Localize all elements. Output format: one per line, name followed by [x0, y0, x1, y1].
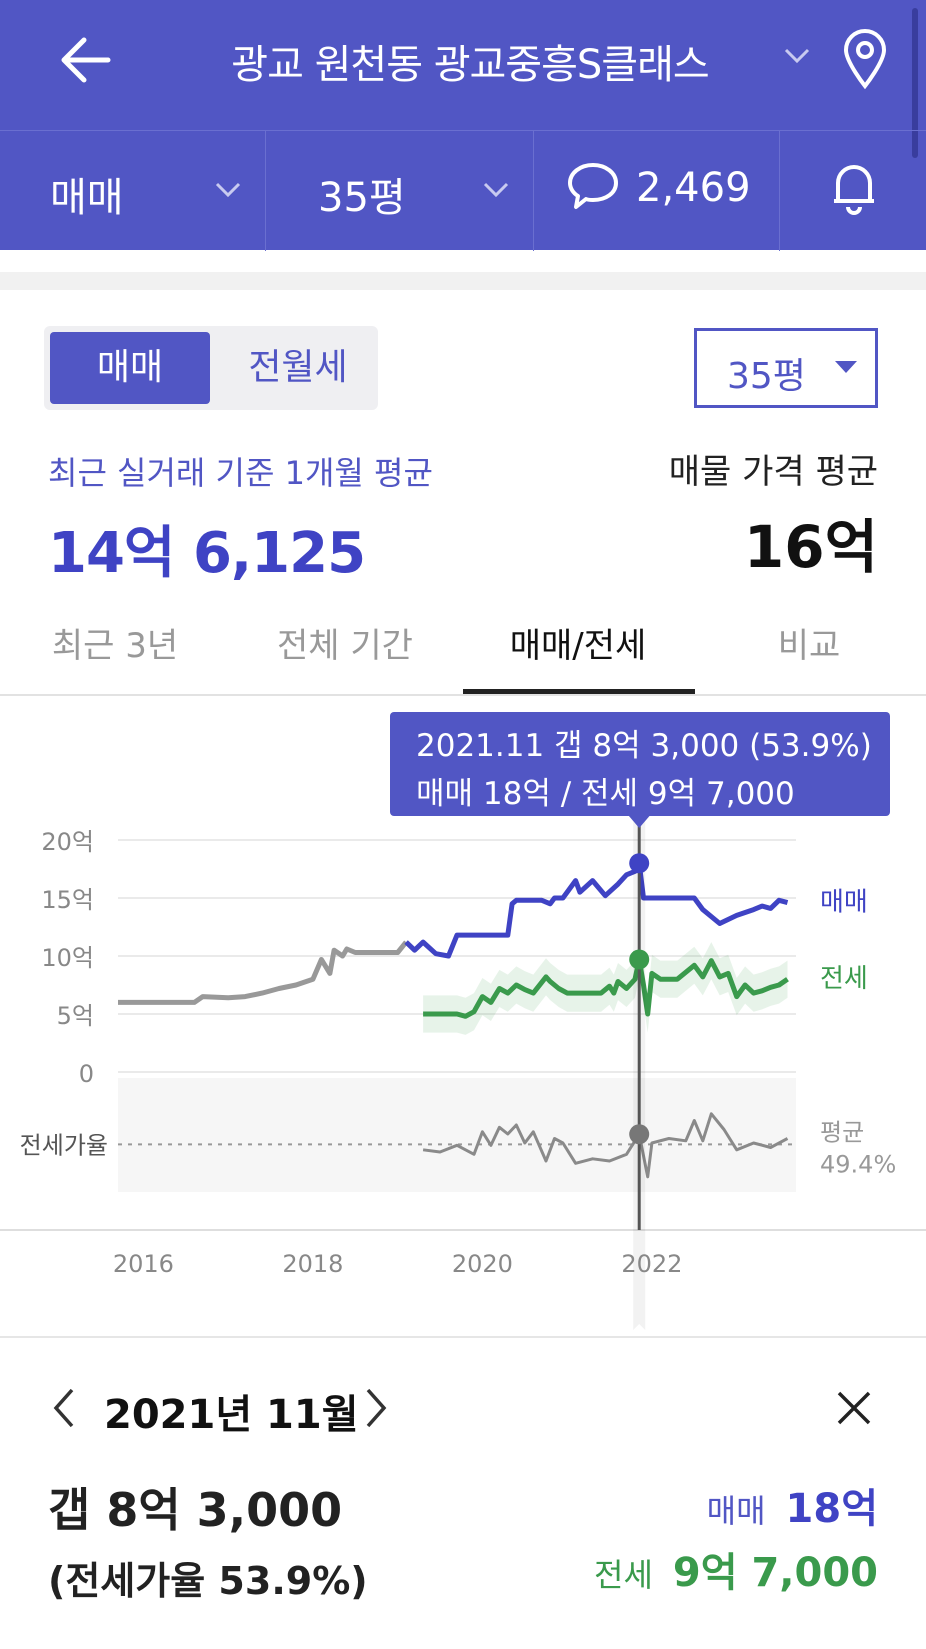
jeonse-row: 전세 9억 7,000 [594, 1540, 878, 1598]
active-tab-underline [463, 689, 695, 694]
y-tick-label: 20억 [41, 828, 94, 856]
panel-divider [0, 1336, 926, 1338]
header-top: 광교 원천동 광교중흥S클래스 [0, 0, 926, 158]
jeonse-value: 9억 7,000 [672, 1550, 878, 1596]
chevron-down-icon [483, 182, 509, 198]
trade-toggle: 매매 전월세 [44, 326, 378, 410]
period-tabs: 최근 3년 전체 기간 매매/전세 비교 [0, 600, 926, 696]
selected-month: 2021년 11월 [104, 1392, 359, 1438]
y-tick-label: 0 [79, 1060, 94, 1088]
jeonse-series-label: 전세 [820, 964, 868, 994]
sale-value: 18억 [785, 1486, 878, 1532]
tab-all-period[interactable]: 전체 기간 [277, 626, 413, 666]
sale-past-line [118, 940, 409, 1005]
complex-title[interactable]: 광교 원천동 광교중흥S클래스 [231, 42, 709, 88]
tab-sale-jeonse[interactable]: 매매/전세 [509, 626, 647, 666]
sale-row: 매매 18억 [707, 1476, 878, 1534]
y-tick-label: 10억 [41, 944, 94, 972]
scrollbar[interactable] [912, 8, 918, 158]
sale-series-label: 매매 [820, 888, 868, 918]
tab-recent-3y[interactable]: 최근 3년 [51, 626, 179, 666]
location-pin-icon[interactable] [842, 28, 888, 90]
recent-price-label: 최근 실거래 기준 1개월 평균 [48, 454, 433, 492]
chevron-down-icon[interactable] [782, 40, 812, 70]
avg-value: 49.4% [820, 1150, 896, 1178]
ask-price-label: 매물 가격 평균 [668, 452, 878, 492]
tooltip-line2: 매매 18억 / 전세 9억 7,000 [416, 776, 795, 812]
chevron-down-icon [215, 182, 241, 198]
tab-compare[interactable]: 비교 [777, 626, 841, 666]
recent-price-value: 14억 6,125 [48, 521, 366, 586]
ratio-axis-label: 전세가율 [20, 1131, 108, 1159]
trade-type-label: 매매 [50, 175, 124, 221]
x-tick-label: 2018 [282, 1250, 343, 1278]
y-tick-label: 5억 [57, 1002, 94, 1030]
price-chart[interactable]: 20억 15억 10억 5억 0 전세가율 평균 49.4% 2016 2018 2020 2022 매… [0, 698, 926, 1338]
x-tick-label: 2020 [452, 1250, 513, 1278]
jeonse-label: 전세 [594, 1556, 653, 1594]
app-header: 광교 원천동 광교중흥S클래스 매매 35평 2,469 [0, 0, 926, 251]
chevron-left-icon[interactable] [50, 1386, 78, 1430]
panel-notch [625, 1324, 654, 1338]
x-tick-label: 2022 [621, 1250, 682, 1278]
gap-value: 갭 8억 3,000 [48, 1483, 343, 1537]
bell-icon [834, 165, 874, 215]
size-select-value: 35평 [727, 356, 806, 397]
jeonse-series-line [423, 957, 789, 1019]
toggle-sale[interactable]: 매매 [50, 332, 210, 404]
sale-selected-point [629, 853, 650, 874]
trade-type-filter[interactable]: 매매 [0, 131, 266, 251]
tooltip-pointer [627, 814, 652, 828]
jeonse-selected-point [629, 949, 650, 970]
ratio-band [118, 1078, 796, 1192]
caret-down-icon [835, 361, 857, 373]
ask-price-value: 16억 [743, 513, 878, 581]
close-icon[interactable] [836, 1390, 872, 1426]
section-divider [0, 272, 926, 290]
sale-series-line [404, 860, 789, 959]
back-arrow-icon[interactable] [58, 30, 118, 90]
size-label: 35평 [318, 175, 406, 221]
chart-svg: 20억 15억 10억 5억 0 전세가율 평균 49.4% 2016 2018 2020 2022 매… [0, 788, 926, 1338]
jeonse-ratio: (전세가율 53.9%) [48, 1559, 368, 1603]
toggle-rent[interactable]: 전월세 [248, 347, 348, 388]
comments-button[interactable]: 2,469 [534, 131, 780, 251]
speech-bubble-icon [568, 163, 618, 209]
tooltip-line1: 2021.11 갭 8억 3,000 (53.9%) [416, 728, 872, 764]
ratio-series-line [422, 1112, 789, 1179]
y-tick-label: 15억 [41, 886, 94, 914]
chart-tooltip: 2021.11 갭 8억 3,000 (53.9%) 매매 18억 / 전세 9… [390, 712, 890, 816]
chevron-right-icon[interactable] [362, 1386, 390, 1430]
alarm-button[interactable] [780, 131, 926, 251]
size-filter[interactable]: 35평 [266, 131, 534, 251]
x-tick-label: 2016 [113, 1250, 174, 1278]
sale-label: 매매 [706, 1492, 766, 1530]
comment-count: 2,469 [636, 165, 751, 211]
size-select[interactable]: 35평 [694, 328, 878, 408]
header-filters: 매매 35평 2,469 [0, 130, 926, 251]
avg-label: 평균 [820, 1118, 864, 1146]
ratio-selected-point [629, 1124, 650, 1145]
